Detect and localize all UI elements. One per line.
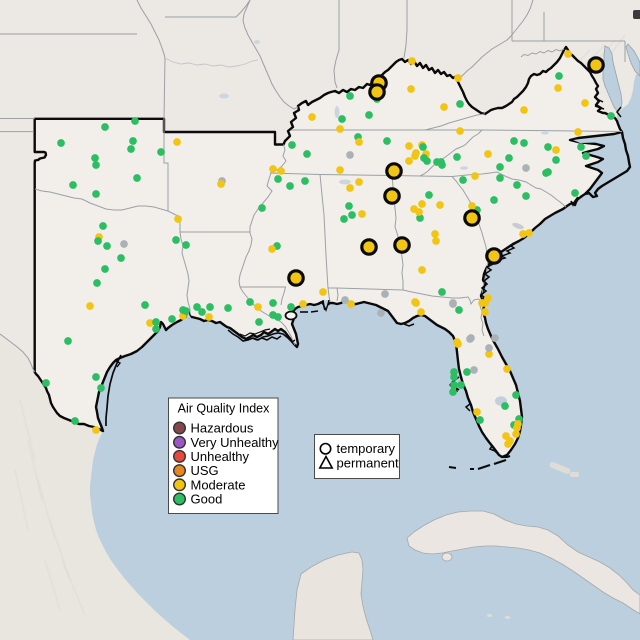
svg-text:Unhealthy: Unhealthy	[191, 449, 250, 464]
svg-text:Moderate: Moderate	[191, 477, 246, 492]
svg-text:USG: USG	[191, 463, 219, 478]
svg-text:Very Unhealthy: Very Unhealthy	[191, 435, 280, 450]
svg-text:Good: Good	[191, 492, 223, 507]
svg-text:permanent: permanent	[337, 456, 400, 471]
svg-text:Air Quality Index: Air Quality Index	[178, 402, 270, 416]
svg-text:temporary: temporary	[337, 441, 396, 456]
svg-text:Hazardous: Hazardous	[191, 421, 254, 436]
